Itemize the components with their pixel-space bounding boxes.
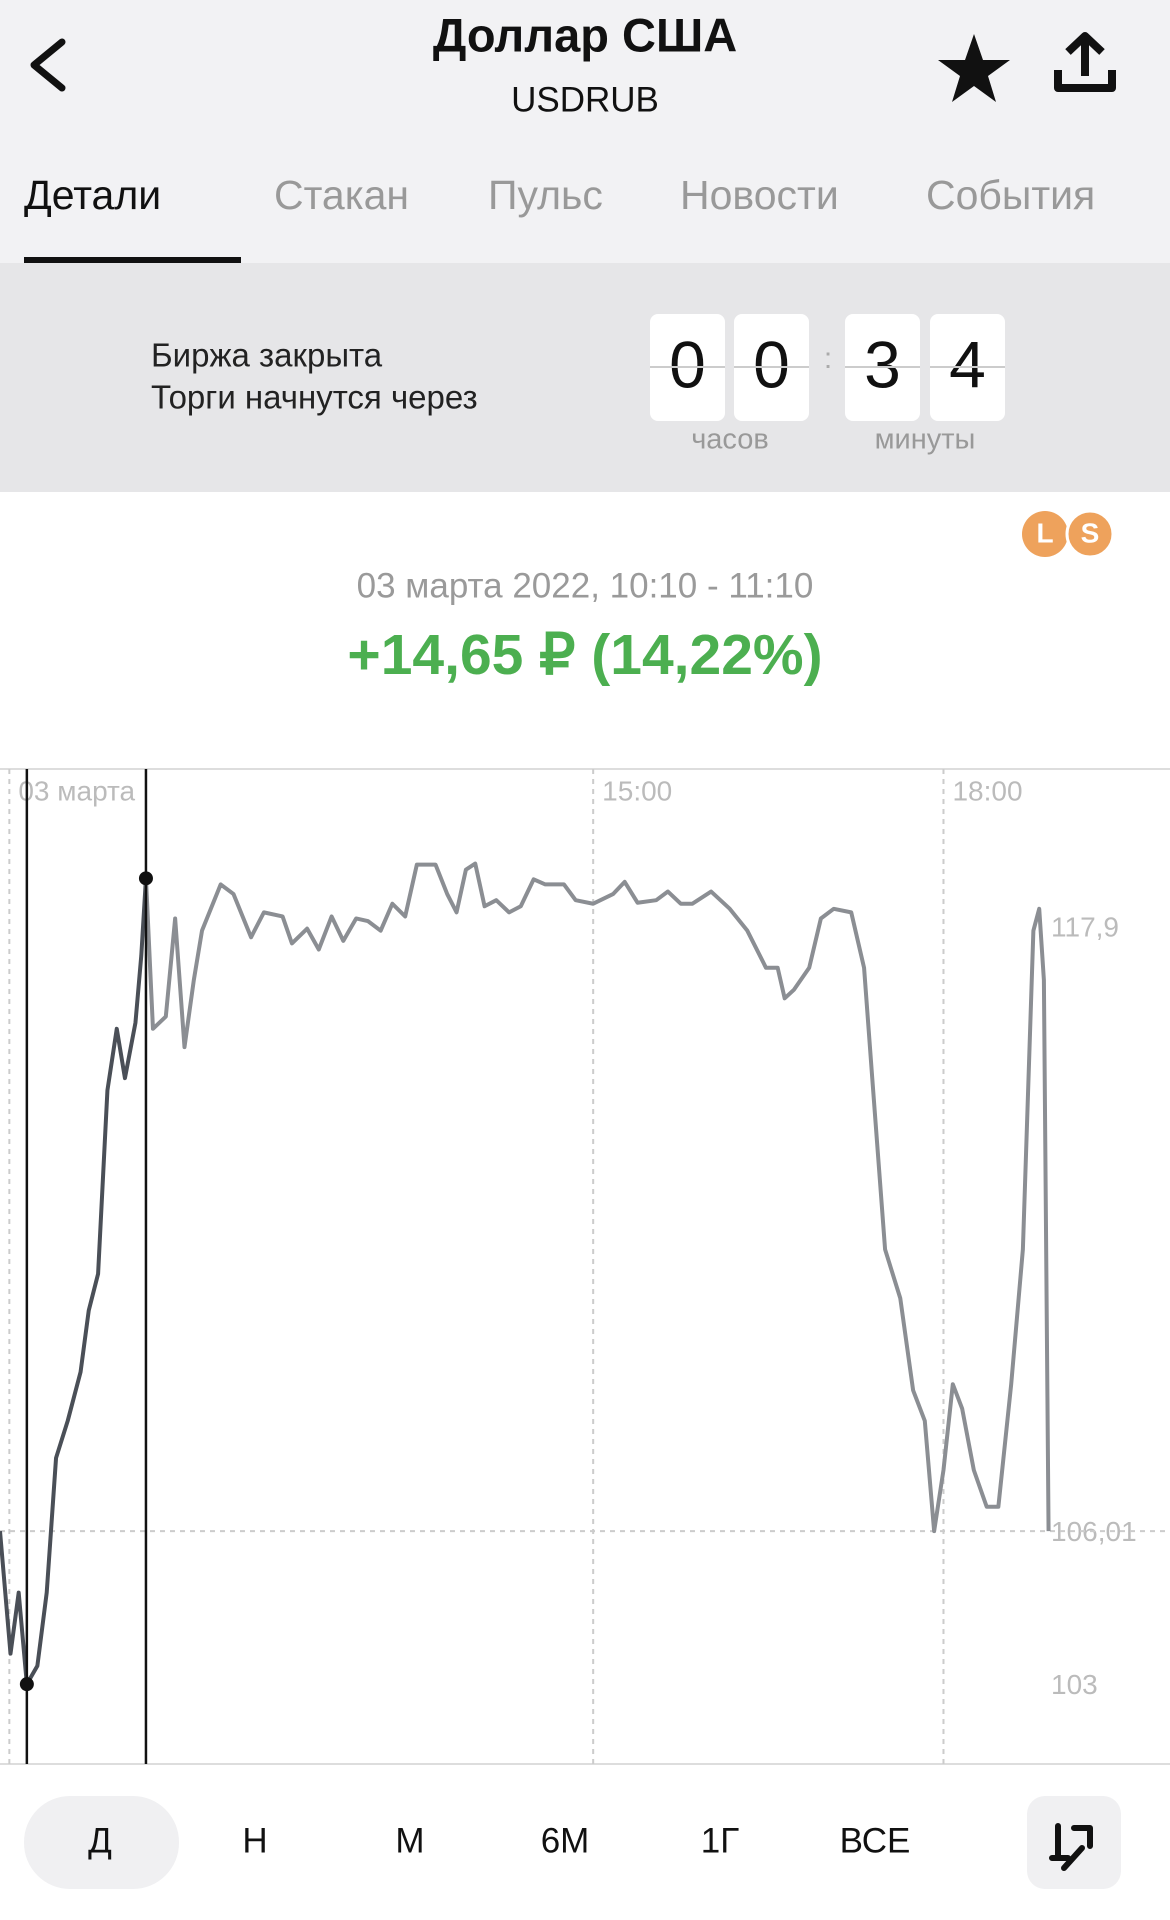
- favorite-button[interactable]: [938, 34, 1010, 102]
- tab[interactable]: Пульс: [488, 172, 603, 218]
- period-selected-bg: [24, 1796, 179, 1889]
- badge: [1065, 509, 1115, 559]
- y-tick-label: 103: [1051, 1669, 1098, 1700]
- tab[interactable]: Новости: [680, 172, 839, 218]
- tab[interactable]: Стакан: [274, 172, 409, 218]
- period-text: 03 марта 2022, 10:10 - 11:10: [357, 566, 814, 605]
- back-button[interactable]: [30, 38, 66, 92]
- period-button[interactable]: Н: [242, 1821, 267, 1860]
- badge-letter: L: [1036, 517, 1053, 548]
- status-line: Биржа закрыта: [151, 337, 383, 374]
- line: [143, 861, 1051, 1534]
- title: Доллар США: [433, 8, 737, 61]
- line-highlight: [0, 878, 148, 1687]
- x-tick-label: 03 марта: [18, 775, 135, 806]
- period-button[interactable]: М: [395, 1821, 424, 1860]
- change-text: +14,65 ₽ (14,22%): [347, 623, 822, 687]
- period-button[interactable]: ВСЕ: [840, 1821, 911, 1860]
- subtitle: USDRUB: [511, 80, 659, 119]
- unit-label: часов: [691, 424, 769, 456]
- period-button[interactable]: Д: [88, 1821, 112, 1860]
- digit: 0: [753, 327, 790, 401]
- expand-button[interactable]: [1027, 1796, 1121, 1889]
- tab[interactable]: Детали: [24, 172, 161, 218]
- selection-point: [138, 871, 153, 886]
- status-line: Торги начнутся через: [151, 379, 478, 416]
- digit: 3: [864, 327, 901, 401]
- period-button[interactable]: 1Г: [701, 1821, 739, 1860]
- digit: 0: [669, 327, 706, 401]
- tab[interactable]: События: [926, 172, 1095, 218]
- expand-icon: [1049, 1823, 1093, 1871]
- colon: :: [824, 342, 832, 375]
- badge: [1022, 511, 1068, 557]
- x-tick-label: 18:00: [952, 775, 1022, 806]
- digit: 4: [949, 327, 986, 401]
- y-tick-label: 117,9: [1051, 912, 1119, 943]
- unit-label: минуты: [875, 424, 976, 456]
- tab-underline: [24, 257, 241, 263]
- share-button[interactable]: [1054, 32, 1116, 92]
- period-button[interactable]: 6М: [541, 1821, 590, 1860]
- selection-point: [19, 1677, 34, 1692]
- badge-letter: S: [1081, 517, 1100, 548]
- x-tick-label: 15:00: [602, 775, 672, 806]
